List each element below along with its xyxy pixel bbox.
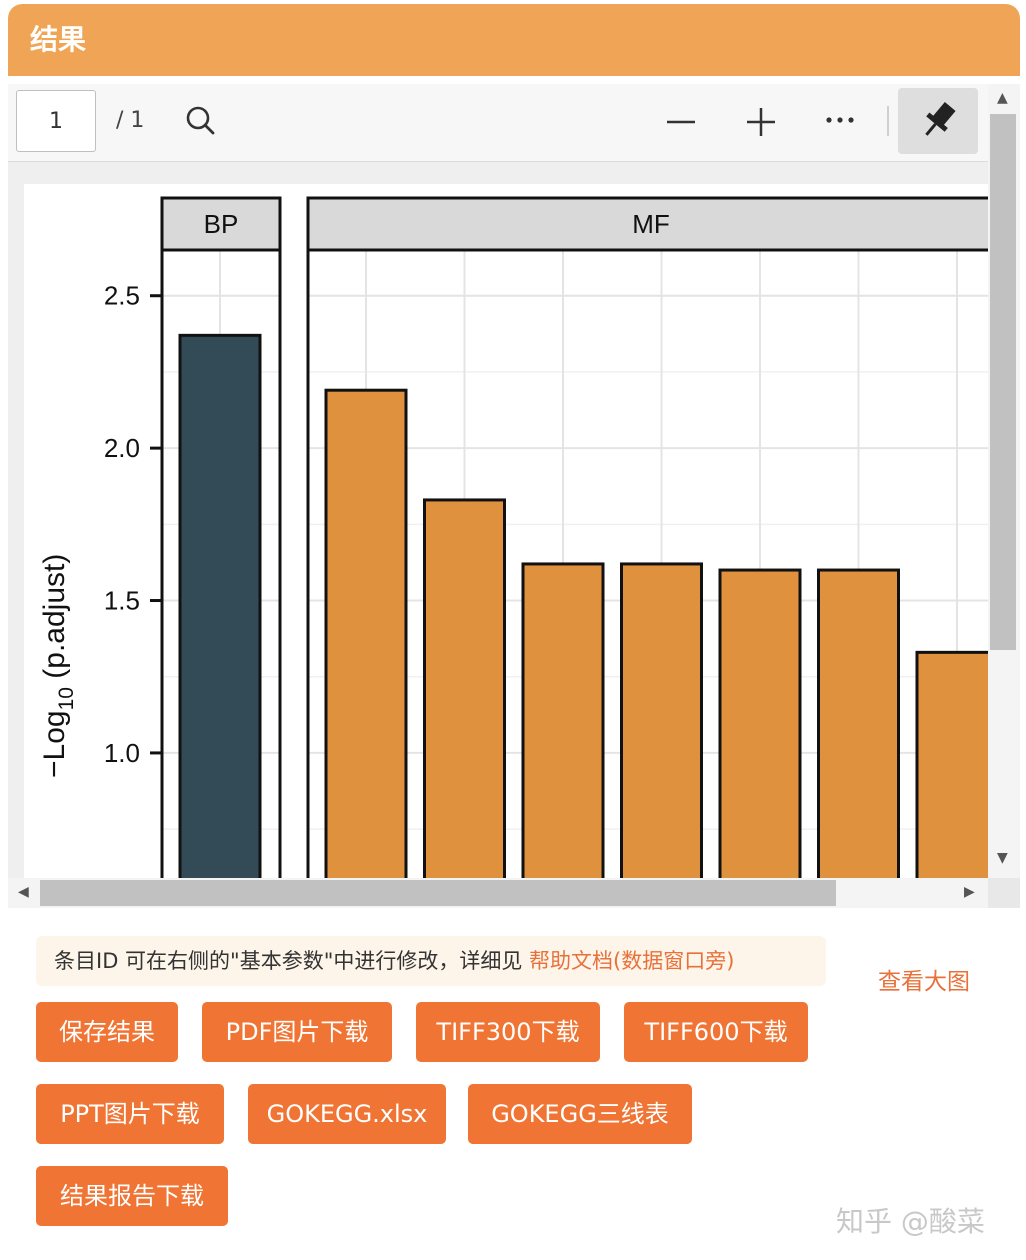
pdf-download-button[interactable]: PDF图片下载 [202,1002,392,1062]
zoom-in-icon[interactable] [736,96,786,146]
result-panel: 结果 1 / 1 [8,4,1020,1256]
pin-icon [925,101,956,136]
watermark-text: 知乎 @酸菜 [836,1205,985,1238]
bar-mf-7 [915,650,988,878]
y-axis-title: −Log10 (p.adjust) [38,554,78,778]
vertical-scrollbar[interactable]: ▲ ▼ [988,84,1020,878]
horizontal-scrollbar[interactable]: ◀ ▶ [8,878,988,908]
document-canvas: BP MF 2.5 2.0 1.5 1.0 −Log10 (p.adjust) [8,162,988,878]
bar-mf-3 [521,562,605,878]
scroll-right-icon[interactable]: ▶ [964,884,975,900]
facet-strip [306,196,988,252]
vertical-scroll-thumb[interactable] [990,114,1016,650]
viewer-toolbar: 1 / 1 [8,84,988,162]
pin-button[interactable] [898,88,978,154]
bar-mf-4 [620,562,703,878]
page-total: / 1 [116,108,145,133]
horizontal-scroll-thumb[interactable] [40,880,836,906]
y-tick-label: 2.0 [104,433,140,463]
bar-chart: BP MF 2.5 2.0 1.5 1.0 −Log10 (p.adjust) [38,196,988,878]
toolbar-divider [887,106,889,136]
gokegg-three-line-table-button[interactable]: GOKEGG三线表 [468,1084,692,1144]
scroll-left-icon[interactable]: ◀ [18,884,29,900]
facet-strip [160,196,282,252]
facet-label-bp: BP [204,209,239,239]
scroll-up-icon[interactable]: ▲ [997,90,1008,106]
facet-label-mf: MF [632,209,670,239]
bar-mf-5 [718,568,802,878]
save-result-button[interactable]: 保存结果 [36,1002,178,1062]
notice-text: 条目ID 可在右侧的"基本参数"中进行修改，详细见 [54,949,530,973]
tiff300-download-button[interactable]: TIFF300下载 [416,1002,600,1062]
chart-page: BP MF 2.5 2.0 1.5 1.0 −Log10 (p.adjust) [24,184,988,878]
scroll-down-icon[interactable]: ▼ [997,850,1008,866]
bar-bp-1 [178,333,262,878]
view-large-link[interactable]: 查看大图 [878,969,970,995]
bar-mf-1 [324,388,408,878]
bar-mf-6 [817,568,900,878]
ppt-download-button[interactable]: PPT图片下载 [36,1084,224,1144]
info-notice: 条目ID 可在右侧的"基本参数"中进行修改，详细见 帮助文档(数据窗口旁) [36,936,826,986]
search-icon[interactable] [176,96,226,146]
scrollbar-corner [988,878,1020,908]
y-tick-label: 1.5 [104,586,140,616]
report-download-button[interactable]: 结果报告下载 [36,1166,228,1226]
y-tick-label: 1.0 [104,738,140,768]
help-doc-link[interactable]: 帮助文档(数据窗口旁) [529,949,735,973]
bar-mf-2 [423,498,506,878]
zoom-out-icon[interactable] [656,96,706,146]
more-icon[interactable] [815,96,865,146]
page-number-input[interactable]: 1 [16,90,96,152]
gokegg-xlsx-button[interactable]: GOKEGG.xlsx [248,1084,446,1144]
tiff600-download-button[interactable]: TIFF600下载 [624,1002,808,1062]
panel-title: 结果 [8,4,1020,76]
y-tick-label: 2.5 [104,281,140,311]
pdf-viewer: 1 / 1 [8,84,1020,908]
